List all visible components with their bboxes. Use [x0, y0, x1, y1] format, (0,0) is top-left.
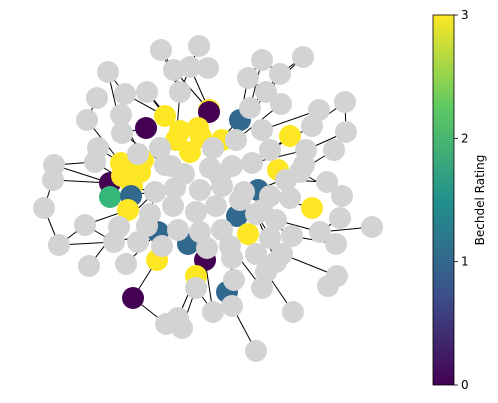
colorbar-ticks: 0 1 2 3: [454, 8, 469, 392]
node-unrated: [136, 215, 158, 237]
node-unrated: [160, 155, 182, 177]
node-unrated: [237, 67, 259, 89]
node-unrated: [136, 81, 158, 103]
node-unrated: [167, 307, 189, 329]
node-unrated: [325, 233, 347, 255]
node-unrated: [150, 39, 172, 61]
node-unrated: [84, 151, 106, 173]
node-unrated: [205, 195, 227, 217]
node-rating-0: [198, 101, 220, 123]
node-unrated: [169, 81, 191, 103]
node-unrated: [361, 216, 383, 238]
node-unrated: [78, 255, 100, 277]
node-unrated: [209, 165, 231, 187]
node-unrated: [335, 121, 357, 143]
node-unrated: [279, 187, 301, 209]
node-unrated: [185, 277, 207, 299]
node-unrated: [270, 93, 292, 115]
node-unrated: [202, 301, 224, 323]
node-unrated: [149, 137, 171, 159]
node-unrated: [115, 253, 137, 275]
node-unrated: [167, 219, 189, 241]
node-unrated: [127, 143, 149, 165]
node-unrated: [164, 177, 186, 199]
node-unrated: [185, 201, 207, 223]
node-unrated: [76, 109, 98, 131]
node-unrated: [275, 169, 297, 191]
node-unrated: [229, 189, 251, 211]
node-unrated: [74, 214, 96, 236]
node-unrated: [103, 231, 125, 253]
node-unrated: [48, 234, 70, 256]
node-unrated: [309, 221, 331, 243]
node-unrated: [251, 277, 273, 299]
colorbar-scale: [432, 14, 455, 386]
node-unrated: [127, 231, 149, 253]
node-rating-3: [117, 199, 139, 221]
colorbar-tick-label: 3: [461, 8, 469, 22]
node-unrated: [317, 275, 339, 297]
node-rating-0: [135, 117, 157, 139]
node-rating-3: [301, 197, 323, 219]
node-unrated: [33, 197, 55, 219]
node-unrated: [223, 269, 245, 291]
node-unrated: [251, 49, 273, 71]
node-unrated: [202, 137, 224, 159]
node-unrated: [197, 57, 219, 79]
node-unrated: [241, 152, 263, 174]
node-unrated: [269, 63, 291, 85]
node-unrated: [292, 46, 314, 68]
node-unrated: [110, 104, 132, 126]
node-rating-3: [237, 223, 259, 245]
node-rating-2: [99, 186, 121, 208]
node-rating-3: [279, 125, 301, 147]
network-nodes: [33, 35, 383, 362]
node-unrated: [42, 169, 64, 191]
node-unrated: [225, 129, 247, 151]
node-unrated: [281, 225, 303, 247]
node-unrated: [323, 139, 345, 161]
node-unrated: [97, 61, 119, 83]
node-unrated: [144, 181, 166, 203]
colorbar-tick-label: 2: [461, 131, 469, 145]
node-unrated: [86, 87, 108, 109]
node-unrated: [255, 81, 277, 103]
colorbar: 0 1 2 3 Bechdel Rating: [432, 8, 487, 392]
node-unrated: [221, 247, 243, 269]
node-rating-3: [187, 117, 209, 139]
node-rating-3: [154, 105, 176, 127]
colorbar-tick-label: 0: [461, 378, 469, 392]
node-unrated: [259, 227, 281, 249]
node-unrated: [245, 243, 267, 265]
node-unrated: [163, 59, 185, 81]
node-unrated: [251, 119, 273, 141]
node-unrated: [293, 154, 315, 176]
node-rating-0: [122, 287, 144, 309]
node-unrated: [334, 91, 356, 113]
node-unrated: [251, 199, 273, 221]
node-unrated: [282, 301, 304, 323]
node-unrated: [329, 207, 351, 229]
node-unrated: [189, 179, 211, 201]
colorbar-title: Bechdel Rating: [473, 155, 487, 246]
colorbar-tick-label: 1: [461, 255, 469, 269]
node-unrated: [188, 35, 210, 57]
node-unrated: [245, 340, 267, 362]
node-unrated: [111, 122, 133, 144]
node-unrated: [259, 139, 281, 161]
node-unrated: [151, 235, 173, 257]
node-unrated: [301, 115, 323, 137]
node-unrated: [162, 195, 184, 217]
node-unrated: [114, 83, 136, 105]
node-unrated: [239, 97, 261, 119]
node-unrated: [221, 295, 243, 317]
node-unrated: [196, 237, 218, 259]
node-unrated: [331, 185, 353, 207]
node-unrated: [316, 171, 338, 193]
node-rating-3: [111, 165, 133, 187]
